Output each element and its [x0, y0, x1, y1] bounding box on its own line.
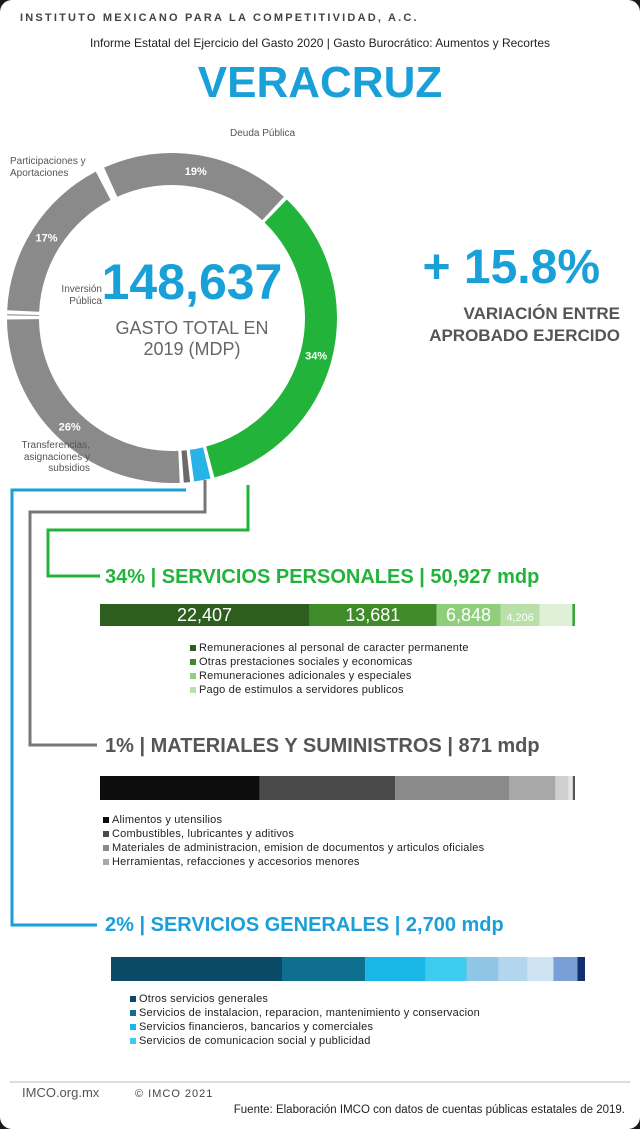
legend-swatch: [130, 1038, 136, 1044]
copyright: © IMCO 2021: [135, 1088, 214, 1100]
bar-segment: [553, 957, 578, 981]
bar-segment: [527, 957, 554, 981]
segment-label: 22,407: [177, 605, 232, 625]
legend-swatch: [190, 645, 196, 651]
legend-swatch: [103, 831, 109, 837]
donut-category: Transferencias, asignaciones y subsidios: [21, 440, 90, 474]
bar-segment: [509, 776, 556, 800]
legend-label: Servicios financieros, bancarios y comer…: [139, 1021, 374, 1033]
donut-label: 17%: [35, 233, 57, 245]
bar-segment: [100, 604, 309, 626]
bar-segment: [568, 776, 573, 800]
bar-segment: [395, 776, 510, 800]
connector: [28, 480, 207, 747]
legend-swatch: [130, 996, 136, 1002]
donut-segment: [104, 153, 284, 221]
state: VERACRUZ: [197, 58, 443, 107]
legend-label: Remuneraciones al personal de caracter p…: [199, 642, 469, 654]
bar-segment: [425, 957, 467, 981]
legend-swatch: [103, 817, 109, 823]
donut-label: 19%: [185, 166, 207, 178]
legend-label: Pago de estimulos a servidores publicos: [199, 684, 404, 696]
total-label: GASTO TOTAL EN 2019 (MDP): [115, 318, 269, 359]
variation: + 15.8%: [422, 241, 600, 294]
donut-label: 34%: [305, 351, 327, 363]
legend-label: Alimentos y utensilios: [112, 814, 223, 826]
section-title: 2% | SERVICIOS GENERALES | 2,700 mdp: [105, 914, 504, 936]
legend-label: Herramientas, refacciones y accesorios m…: [112, 856, 360, 868]
legend-label: Otras prestaciones sociales y economicas: [199, 656, 413, 668]
legend-label: Servicios de instalacion, reparacion, ma…: [139, 1007, 480, 1019]
donut-segment: [189, 447, 211, 482]
bar-segment: [572, 604, 575, 626]
legend-label: Remuneraciones adicionales y especiales: [199, 670, 412, 682]
bar-segment: [111, 957, 282, 981]
connector: [46, 485, 250, 578]
bar-segment: [500, 604, 540, 626]
legend-swatch: [190, 673, 196, 679]
legend-swatch: [130, 1010, 136, 1016]
donut-category: Deuda Pública: [229, 128, 296, 139]
variation-label: VARIACIÓN ENTRE APROBADO EJERCIDO: [429, 304, 620, 346]
legend-label: Servicios de comunicacion social y publi…: [139, 1035, 371, 1047]
connector: [10, 488, 186, 927]
legend-swatch: [190, 687, 196, 693]
donut-segment: [7, 171, 111, 312]
legend-swatch: [130, 1024, 136, 1030]
bar-segment: [259, 776, 396, 800]
section-title: 34% | SERVICIOS PERSONALES | 50,927 mdp: [105, 566, 540, 588]
section-title: 1% | MATERIALES Y SUMINISTROS | 871 mdp: [105, 735, 540, 757]
bar-segment: [466, 957, 499, 981]
donut-segment: [7, 314, 40, 316]
segment-label: 13,681: [345, 605, 400, 625]
segment-label: 4,206: [506, 612, 534, 624]
source: Fuente: Elaboración IMCO con datos de cu…: [233, 1104, 625, 1116]
logo: IMCO.org.mx: [22, 1085, 100, 1100]
segment-label: 6,848: [446, 605, 491, 625]
donut-segment: [7, 319, 180, 483]
legend-swatch: [103, 845, 109, 851]
donut-segment: [206, 199, 337, 478]
bar-segment: [281, 957, 366, 981]
bar-segment: [498, 957, 528, 981]
bar-segment: [308, 604, 437, 626]
donut-category: Inversión Pública: [61, 284, 102, 307]
subtitle: Informe Estatal del Ejercicio del Gasto …: [89, 36, 550, 50]
bar-segment: [539, 604, 573, 626]
legend-label: Combustibles, lubricantes y aditivos: [112, 828, 295, 840]
org-name: INSTITUTO MEXICANO PARA LA COMPETITIVIDA…: [20, 12, 419, 24]
bar-segment: [555, 776, 569, 800]
legend-label: Materiales de administracion, emision de…: [112, 842, 485, 854]
legend-label: Otros servicios generales: [139, 993, 269, 1005]
donut-segment: [181, 450, 191, 483]
donut-category: Participaciones y Aportaciones: [10, 156, 86, 179]
bar-segment: [577, 957, 585, 981]
total: 148,637: [101, 254, 283, 310]
bar-segment: [572, 776, 575, 800]
bar-segment: [436, 604, 501, 626]
legend-swatch: [190, 659, 196, 665]
bar-segment: [365, 957, 426, 981]
bar-segment: [100, 776, 260, 800]
donut-label: 26%: [59, 421, 81, 433]
legend-swatch: [103, 859, 109, 865]
